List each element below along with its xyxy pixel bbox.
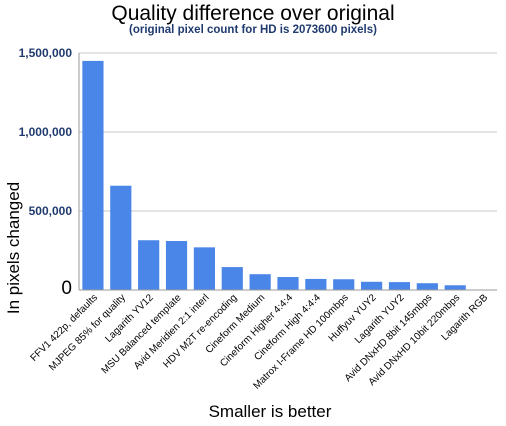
bar — [221, 267, 243, 290]
bar — [82, 60, 104, 291]
bar — [193, 247, 215, 290]
chart-title: Quality difference over original — [111, 2, 395, 25]
y-tick-label: 1,000,000 — [19, 125, 73, 139]
bar — [388, 282, 411, 290]
bar — [333, 279, 355, 290]
y-tick-labels: 0 500,000 1,000,000 1,500,000 — [19, 46, 73, 299]
bars — [82, 60, 466, 291]
y-tick-label: 1,500,000 — [19, 46, 73, 60]
bar — [110, 185, 132, 290]
x-axis-label: Smaller is better — [208, 402, 332, 421]
bar — [305, 278, 327, 290]
y-axis-label: In pixels changed — [4, 182, 23, 314]
bar — [277, 277, 299, 290]
bar — [249, 274, 271, 290]
bar — [444, 285, 466, 290]
y-tick-label: 0 — [61, 278, 72, 299]
y-tick-label: 500,000 — [29, 204, 73, 218]
bar — [165, 241, 188, 290]
chart-subtitle: (original pixel count for HD is 2073600 … — [129, 24, 377, 36]
bar — [138, 240, 160, 290]
bar — [416, 283, 438, 290]
gridlines — [79, 52, 497, 212]
axes — [78, 53, 497, 291]
bar — [361, 281, 383, 290]
